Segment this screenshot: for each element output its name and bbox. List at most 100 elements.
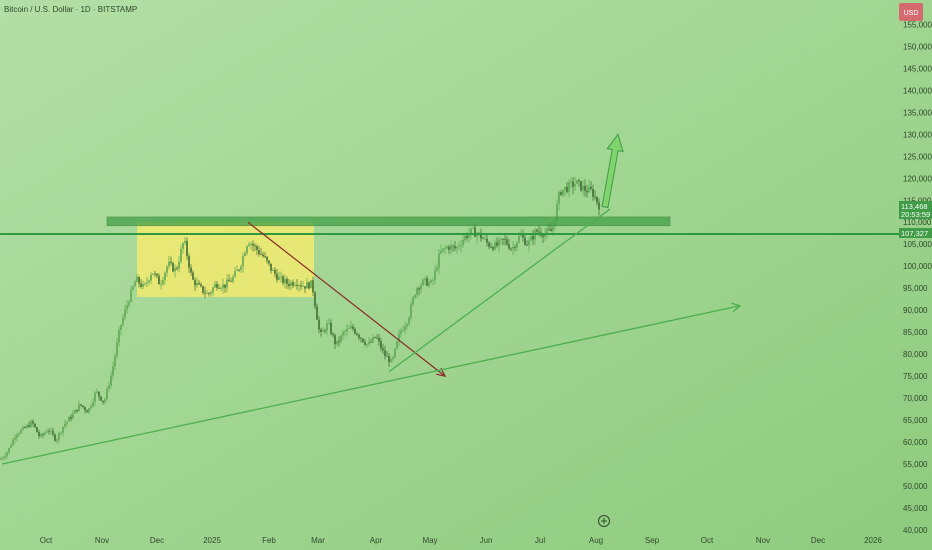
candle-body [590,186,592,189]
y-tick-label: 125,000 [903,152,932,161]
candle-body [58,432,60,440]
candle-body [240,266,242,270]
candle-body [2,457,4,459]
y-tick-label: 140,000 [903,86,932,95]
usd-badge[interactable]: USD [899,3,923,21]
candle-body [598,202,600,210]
candle-body [360,337,362,339]
candle-body [538,231,540,233]
candle-body [324,330,326,332]
candle-body [390,358,392,363]
candle-body [556,203,558,220]
x-tick-label: Nov [95,536,109,545]
candle-body [504,239,506,240]
candle-body [468,233,470,238]
candle-body [380,341,382,349]
candle-body [242,256,244,267]
candle-body [370,342,372,343]
candle-body [314,292,316,307]
candle-body [80,404,82,406]
candle-body [114,355,116,367]
candle-body [68,416,70,422]
candle-body [188,256,190,268]
candle-body [582,185,584,191]
candle-body [266,256,268,261]
candle-body [574,183,576,187]
candle-body [194,279,196,286]
y-tick-label: 120,000 [903,174,932,183]
candle-body [428,282,430,286]
candle-body [300,285,302,287]
candle-body [14,437,16,440]
candle-body [474,227,476,237]
candle-body [4,456,6,458]
candle-body [46,431,48,433]
candle-body [250,243,252,245]
candle-body [424,278,426,280]
candle-body [66,421,68,424]
x-tick-label: Feb [262,536,276,545]
candle-body [232,276,234,282]
candle-body [346,328,348,332]
x-tick-label: Dec [150,536,164,545]
candle-body [466,235,468,238]
candle-body [30,421,32,427]
candle-body [306,282,308,289]
candle-body [462,239,464,246]
x-tick-label: May [422,536,437,545]
candle-body [436,267,438,271]
candle-body [196,282,198,286]
candle-body [440,250,442,254]
candle-body [506,239,508,245]
candle-body [252,243,254,246]
candle-body [560,192,562,195]
candle-body [492,247,494,250]
candle-body [592,188,594,197]
candle-body [226,279,228,288]
candle-body [494,242,496,250]
candle-body [112,366,114,376]
candle-body [338,340,340,342]
y-tick-label: 135,000 [903,108,932,117]
candle-body [168,261,170,267]
replay-icon[interactable] [598,515,610,527]
candle-body [316,306,318,320]
y-tick-label: 40,000 [903,526,928,535]
candle-body [184,240,186,243]
candle-body [8,447,10,453]
candle-body [138,276,140,284]
candle-body [202,286,204,293]
candle-body [386,355,388,357]
candle-body [220,288,222,290]
candle-body [544,233,546,238]
x-tick-label: Oct [701,536,714,545]
candle-body [282,276,284,284]
y-tick-label: 65,000 [903,416,928,425]
candle-body [294,284,296,286]
candle-body [546,228,548,234]
resistance-zone [106,216,671,227]
candle-body [384,350,386,356]
y-tick-label: 60,000 [903,438,928,447]
candle-body [482,238,484,240]
candle-body [198,282,200,285]
candle-body [190,267,192,273]
candle-body [578,180,580,182]
candle-body [286,279,288,284]
candle-body [216,283,218,288]
candle-body [588,186,590,193]
candle-body [364,341,366,345]
candle-body [524,237,526,245]
candle-body [126,305,128,310]
candle-body [566,186,568,192]
candle-body [74,409,76,414]
candle-body [450,245,452,250]
candle-body [106,388,108,399]
candle-body [514,246,516,248]
y-tick-label: 110,000 [903,218,932,227]
candle-body [562,189,564,195]
candle-body [170,261,172,263]
candle-body [594,196,596,198]
candle-body [88,408,90,413]
